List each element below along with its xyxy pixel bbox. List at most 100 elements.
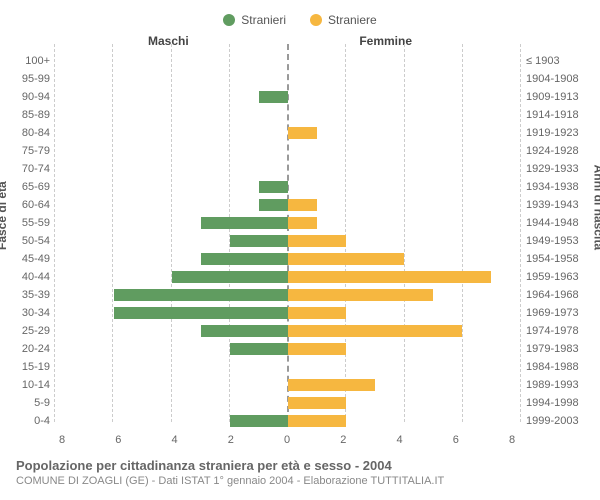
- birth-year-label: 1994-1998: [520, 397, 592, 409]
- age-row: 85-89 1914-1918: [8, 106, 592, 124]
- birth-year-label: 1969-1973: [520, 307, 592, 319]
- male-bar: [201, 253, 288, 266]
- birth-year-label: 1989-1993: [520, 379, 592, 391]
- female-bar: [288, 253, 404, 266]
- age-row: 45-49 1954-1958: [8, 250, 592, 268]
- bars: [56, 268, 520, 286]
- female-bar: [288, 415, 346, 428]
- age-row: 65-691934-1938: [8, 178, 592, 196]
- x-tick: 2: [228, 434, 234, 446]
- female-bar: [288, 307, 346, 320]
- birth-year-label: 1924-1928: [520, 145, 592, 157]
- birth-year-label: 1979-1983: [520, 343, 592, 355]
- female-bar: [288, 271, 491, 284]
- legend-female-swatch: [310, 14, 322, 26]
- age-label: 60-64: [8, 199, 56, 211]
- age-row: 100+ ≤ 1903: [8, 52, 592, 70]
- female-bar: [288, 199, 317, 212]
- male-bar: [259, 199, 288, 212]
- legend-male-swatch: [223, 14, 235, 26]
- male-bar: [259, 181, 288, 194]
- birth-year-label: 1944-1948: [520, 217, 592, 229]
- bars: [56, 52, 520, 70]
- bars: [56, 196, 520, 214]
- birth-year-label: 1959-1963: [520, 271, 592, 283]
- head-female: Femmine: [359, 34, 412, 48]
- x-tick: 2: [340, 434, 346, 446]
- bars: [56, 322, 520, 340]
- female-bar: [288, 127, 317, 140]
- bars: [56, 70, 520, 88]
- age-label: 15-19: [8, 361, 56, 373]
- footer: Popolazione per cittadinanza straniera p…: [8, 458, 592, 487]
- footer-title: Popolazione per cittadinanza straniera p…: [16, 458, 592, 473]
- age-row: 95-991904-1908: [8, 70, 592, 88]
- age-label: 10-14: [8, 379, 56, 391]
- x-tick: 4: [171, 434, 177, 446]
- y-title-left: Fasce di età: [0, 181, 9, 250]
- female-bar: [288, 343, 346, 356]
- bars: [56, 376, 520, 394]
- male-bar: [201, 217, 288, 230]
- age-label: 20-24: [8, 343, 56, 355]
- birth-year-label: 1949-1953: [520, 235, 592, 247]
- x-tick: 8: [59, 434, 65, 446]
- age-label: 35-39: [8, 289, 56, 301]
- age-row: 80-84 1919-1923: [8, 124, 592, 142]
- birth-year-label: 1929-1933: [520, 163, 592, 175]
- age-row: 55-59 1944-1948: [8, 214, 592, 232]
- column-heads: Maschi Femmine: [8, 34, 592, 52]
- female-bar: [288, 289, 433, 302]
- age-row: 5-91994-1998: [8, 394, 592, 412]
- male-bar: [230, 343, 288, 356]
- female-bar: [288, 325, 462, 338]
- head-male: Maschi: [148, 34, 189, 48]
- x-axis: 864202468: [8, 434, 592, 452]
- birth-year-label: 1999-2003: [520, 415, 592, 427]
- age-label: 100+: [8, 55, 56, 67]
- bars: [56, 250, 520, 268]
- age-label: 55-59: [8, 217, 56, 229]
- birth-year-label: 1914-1918: [520, 109, 592, 121]
- legend-male: Stranieri: [223, 13, 286, 27]
- birth-year-label: 1974-1978: [520, 325, 592, 337]
- birth-year-label: ≤ 1903: [520, 55, 592, 67]
- bars: [56, 160, 520, 178]
- female-bar: [288, 217, 317, 230]
- birth-year-label: 1954-1958: [520, 253, 592, 265]
- female-bar: [288, 379, 375, 392]
- age-label: 30-34: [8, 307, 56, 319]
- age-row: 20-24 1979-1983: [8, 340, 592, 358]
- bars: [56, 88, 520, 106]
- age-label: 80-84: [8, 127, 56, 139]
- age-label: 90-94: [8, 91, 56, 103]
- birth-year-label: 1909-1913: [520, 91, 592, 103]
- bars: [56, 286, 520, 304]
- bars: [56, 412, 520, 430]
- age-row: 50-541949-1953: [8, 232, 592, 250]
- male-bar: [114, 289, 288, 302]
- age-row: 90-94 1909-1913: [8, 88, 592, 106]
- age-label: 85-89: [8, 109, 56, 121]
- bars: [56, 214, 520, 232]
- age-label: 65-69: [8, 181, 56, 193]
- female-bar: [288, 397, 346, 410]
- bars: [56, 340, 520, 358]
- age-label: 75-79: [8, 145, 56, 157]
- birth-year-label: 1919-1923: [520, 127, 592, 139]
- chart-container: Stranieri Straniere Maschi Femmine 100+≤…: [0, 0, 600, 500]
- bars: [56, 106, 520, 124]
- birth-year-label: 1964-1968: [520, 289, 592, 301]
- x-tick: 6: [115, 434, 121, 446]
- female-bar: [288, 235, 346, 248]
- age-label: 70-74: [8, 163, 56, 175]
- birth-year-label: 1904-1908: [520, 73, 592, 85]
- male-bar: [230, 415, 288, 428]
- male-bar: [201, 325, 288, 338]
- age-row: 25-291974-1978: [8, 322, 592, 340]
- birth-year-label: 1984-1988: [520, 361, 592, 373]
- bars: [56, 232, 520, 250]
- birth-year-label: 1939-1943: [520, 199, 592, 211]
- bars: [56, 124, 520, 142]
- age-label: 45-49: [8, 253, 56, 265]
